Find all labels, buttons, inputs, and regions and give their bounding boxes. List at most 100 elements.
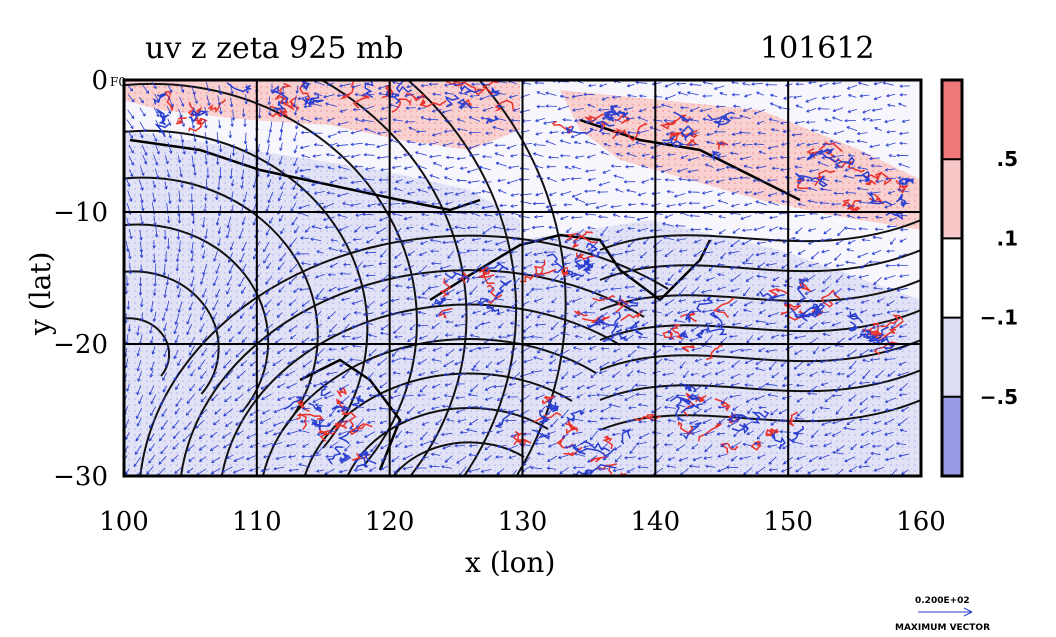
wind-vector: [212, 312, 218, 321]
wind-vector: [791, 133, 803, 137]
wind-vector: [667, 153, 676, 157]
wind-vector: [534, 260, 545, 264]
wind-vector: [819, 406, 830, 410]
wind-vector: [611, 333, 624, 337]
vorticity-contour: [731, 422, 749, 435]
wind-vector: [848, 94, 857, 98]
wind-vector: [613, 444, 622, 451]
wind-vector: [264, 309, 271, 317]
wind-vector: [679, 432, 689, 436]
wind-vector: [506, 444, 518, 451]
wind-vector: [548, 155, 559, 160]
vorticity-contour: [603, 112, 620, 123]
wind-vector: [458, 105, 468, 109]
wind-vector: [675, 224, 686, 228]
height-contour: [124, 129, 369, 449]
wind-vector: [301, 454, 311, 459]
vorticity-contour: [817, 151, 840, 164]
wind-vector: [600, 312, 608, 318]
wind-vector: [550, 348, 559, 359]
vorticity-contour: [579, 447, 615, 458]
wind-vector: [138, 179, 144, 191]
vorticity-contour: [300, 81, 311, 91]
wind-vector: [215, 288, 221, 298]
wind-vector: [402, 357, 415, 361]
wind-vector: [743, 164, 753, 169]
wind-vector: [471, 191, 481, 195]
wind-vector: [495, 455, 504, 459]
wind-vector: [445, 320, 454, 324]
wind-vector: [269, 217, 274, 224]
wind-vector: [337, 213, 348, 218]
wind-vector: [401, 240, 414, 245]
wind-vector: [638, 296, 647, 300]
x-tick-label: 100: [99, 507, 149, 537]
wind-vector: [265, 143, 270, 156]
wind-vector: [610, 104, 621, 109]
wind-vector: [533, 252, 543, 256]
wind-vector: [469, 285, 478, 296]
vorticity-contour: [444, 271, 470, 284]
wind-vector: [758, 309, 766, 314]
wind-vector: [664, 442, 673, 447]
wind-vector: [886, 93, 895, 98]
wind-vector: [730, 441, 741, 449]
wind-vector: [821, 370, 832, 374]
wind-vector: [597, 288, 609, 293]
wind-vector: [898, 393, 908, 397]
wind-vector: [809, 371, 818, 377]
vorticity-contour: [456, 98, 471, 110]
wind-vector: [899, 131, 909, 136]
wind-vector: [574, 155, 585, 159]
wind-vector: [311, 225, 322, 230]
wind-vector: [128, 250, 132, 260]
wind-vector: [604, 276, 611, 283]
wind-vector: [673, 319, 686, 323]
wind-vector: [600, 151, 609, 156]
wind-vector: [624, 285, 635, 289]
wind-vector: [571, 192, 582, 198]
wind-vector: [177, 240, 182, 253]
wind-vector: [758, 383, 768, 390]
wind-vector: [458, 347, 468, 352]
wind-vector: [287, 359, 296, 365]
wind-vector: [757, 335, 764, 341]
vorticity-contour: [391, 98, 412, 113]
wind-vector: [550, 262, 559, 267]
wind-vector: [626, 295, 637, 300]
wind-vector: [279, 108, 284, 117]
wind-vector: [570, 215, 583, 220]
wind-vector: [323, 380, 335, 384]
wind-vector: [328, 247, 339, 251]
vorticity-contour: [296, 398, 310, 412]
wind-vector: [834, 165, 844, 169]
wind-vector: [616, 228, 624, 233]
wind-vector: [198, 408, 208, 418]
wind-vector: [240, 169, 245, 180]
wind-vector: [563, 203, 572, 207]
wind-vector: [277, 262, 285, 271]
wind-vector: [812, 407, 818, 414]
wind-vector: [395, 430, 403, 439]
wind-vector: [807, 199, 818, 204]
wind-vector: [546, 165, 556, 169]
wind-vector: [368, 348, 377, 357]
wind-vector: [142, 84, 150, 94]
wind-vector: [612, 311, 621, 315]
wind-vector: [704, 431, 715, 436]
wind-vector: [439, 265, 452, 270]
wind-vector: [363, 177, 375, 182]
wind-vector: [225, 227, 231, 239]
wind-vector: [339, 109, 348, 113]
vorticity-contour: [864, 174, 880, 186]
wind-vector: [172, 419, 180, 429]
wind-vector: [280, 181, 285, 190]
height-contour: [599, 399, 921, 431]
wind-vector: [666, 431, 674, 437]
wind-vector: [204, 154, 208, 165]
wind-vector: [202, 263, 208, 276]
vorticity-contour: [875, 171, 893, 186]
wind-vector: [231, 143, 236, 156]
wind-vector: [611, 432, 621, 437]
wind-vector: [704, 227, 713, 231]
